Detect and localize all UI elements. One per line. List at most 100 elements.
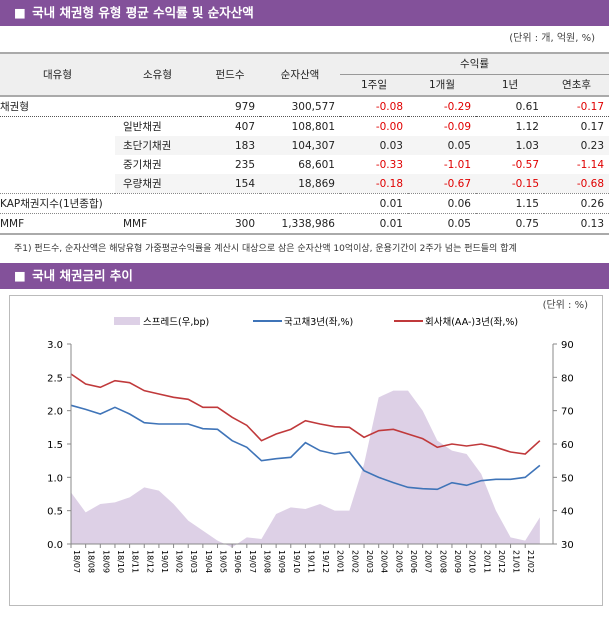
right-tick-label: 30 xyxy=(561,540,574,551)
col-returns: 수익률 xyxy=(340,53,609,75)
x-tick-label: 19/12 xyxy=(321,550,330,573)
cell-funds: 235 xyxy=(234,158,255,171)
cell-minor xyxy=(115,96,200,117)
cell-major: MMF xyxy=(0,217,25,230)
left-tick-label: 0.5 xyxy=(47,507,63,518)
x-tick-label: 20/03 xyxy=(365,550,374,573)
cell-funds: 407 xyxy=(234,120,255,133)
col-ytd: 연초후 xyxy=(544,74,609,96)
cell-m1: -0.29 xyxy=(443,100,471,113)
cell-w1: -0.00 xyxy=(375,120,403,133)
table-row: 초단기채권 183 104,307 0.03 0.05 1.03 0.23 xyxy=(0,136,609,155)
cell-assets: 68,601 xyxy=(298,158,335,171)
x-tick-label: 19/05 xyxy=(219,550,228,573)
cell-ytd: 0.26 xyxy=(580,197,605,210)
cell-y1: 1.12 xyxy=(515,120,539,133)
cell-m1: 0.05 xyxy=(408,136,476,155)
x-tick-label: 18/08 xyxy=(87,550,96,573)
cell-w1: -0.33 xyxy=(375,158,403,171)
cell-assets xyxy=(260,194,340,214)
cell-funds: 183 xyxy=(200,136,260,155)
x-tick-label: 20/11 xyxy=(482,550,491,573)
cell-ytd: -0.17 xyxy=(576,100,605,113)
x-tick-label: 20/10 xyxy=(468,550,477,573)
col-major: 대유형 xyxy=(0,53,115,96)
cell-ytd: 0.13 xyxy=(580,217,605,230)
legend-swatch-spread xyxy=(114,317,140,325)
cell-ytd: 0.23 xyxy=(544,136,609,155)
cell-assets: 18,869 xyxy=(260,174,340,194)
cell-ytd: -1.14 xyxy=(576,158,605,171)
rates-chart: (단위 : %) 스프레드(우,bp) 국고채3년(좌,%) 회사채(AA-)3… xyxy=(9,295,603,606)
col-minor: 소유형 xyxy=(115,53,200,96)
x-tick-label: 21/01 xyxy=(512,550,521,573)
right-tick-label: 40 xyxy=(561,507,574,518)
legend-spread: 스프레드(우,bp) xyxy=(143,317,209,328)
left-tick-label: 1.5 xyxy=(47,440,63,451)
x-tick-label: 19/02 xyxy=(175,550,184,573)
left-tick-label: 2.0 xyxy=(47,407,63,418)
left-tick-label: 3.0 xyxy=(47,340,63,351)
cell-funds: 154 xyxy=(200,174,260,194)
govt-3y-line xyxy=(70,404,541,491)
cell-w1: 0.03 xyxy=(340,136,408,155)
x-tick-label: 19/04 xyxy=(204,550,213,573)
cell-major: 채권형 xyxy=(0,100,29,113)
right-tick-label: 50 xyxy=(561,473,574,484)
cell-minor: MMF xyxy=(123,217,148,230)
cell-m1: -1.01 xyxy=(443,158,471,171)
footnote: 주1) 펀드수, 순자산액은 해당유형 가중평균수익률을 계산시 대상으로 삼은… xyxy=(14,244,517,254)
cell-funds: 979 xyxy=(234,100,255,113)
cell-major xyxy=(0,117,115,137)
section-header-returns: ■ 국내 채권형 유형 평균 수익률 및 순자산액 xyxy=(0,0,609,26)
x-tick-label: 20/05 xyxy=(394,550,403,573)
table-row: 중기채권 235 68,601 -0.33 -1.01 -0.57 -1.14 xyxy=(0,155,609,174)
x-tick-label: 21/02 xyxy=(526,550,535,573)
cell-major xyxy=(0,174,115,194)
cell-y1: 1.03 xyxy=(476,136,544,155)
x-tick-label: 18/10 xyxy=(116,550,125,573)
table-row: MMF MMF 300 1,338,986 0.01 0.05 0.75 0.13 xyxy=(0,214,609,234)
cell-m1: -0.09 xyxy=(443,120,471,133)
left-tick-label: 1.0 xyxy=(47,473,63,484)
col-1y: 1년 xyxy=(476,74,544,96)
cell-ytd: 0.17 xyxy=(580,120,605,133)
x-tick-label: 19/03 xyxy=(189,550,198,573)
cell-major xyxy=(0,155,115,174)
section-header-rates: ■ 국내 채권금리 추이 xyxy=(0,263,609,289)
cell-m1: 0.06 xyxy=(447,197,471,210)
x-tick-label: 20/09 xyxy=(453,550,462,573)
table-row: 일반채권 407 108,801 -0.00 -0.09 1.12 0.17 xyxy=(0,117,609,137)
legend-corp: 회사채(AA-)3년(좌,%) xyxy=(425,317,518,328)
col-assets: 순자산액 xyxy=(260,53,340,96)
cell-major: KAP채권지수(1년종합) xyxy=(0,197,103,210)
cell-assets: 1,338,986 xyxy=(281,217,335,230)
cell-w1: -0.08 xyxy=(375,100,403,113)
unit-label: (단위 : 개, 억원, %) xyxy=(509,33,595,44)
cell-y1: -0.57 xyxy=(511,158,539,171)
left-tick-label: 0.0 xyxy=(47,540,63,551)
cell-w1: 0.01 xyxy=(379,217,403,230)
right-tick-label: 80 xyxy=(561,373,574,384)
chart-unit: (단위 : %) xyxy=(543,298,589,311)
table-row: 우량채권 154 18,869 -0.18 -0.67 -0.15 -0.68 xyxy=(0,174,609,194)
cell-ytd: -0.68 xyxy=(544,174,609,194)
x-tick-label: 20/06 xyxy=(409,550,418,573)
cell-w1: -0.18 xyxy=(340,174,408,194)
left-tick-label: 2.5 xyxy=(47,373,63,384)
legend-govt: 국고채3년(좌,%) xyxy=(284,317,353,328)
cell-major xyxy=(0,136,115,155)
cell-funds xyxy=(200,194,260,214)
cell-w1: 0.01 xyxy=(379,197,403,210)
table-row: KAP채권지수(1년종합) 0.01 0.06 1.15 0.26 xyxy=(0,194,609,214)
col-funds: 펀드수 xyxy=(200,53,260,96)
right-tick-label: 60 xyxy=(561,440,574,451)
cell-minor: 일반채권 xyxy=(123,120,162,133)
corp-aa-3y-line xyxy=(70,373,541,455)
x-tick-label: 18/07 xyxy=(72,550,81,573)
cell-funds: 300 xyxy=(234,217,255,230)
cell-minor: 초단기채권 xyxy=(115,136,200,155)
cell-m1: 0.05 xyxy=(447,217,471,230)
x-tick-label: 20/08 xyxy=(438,550,447,573)
x-tick-label: 20/04 xyxy=(380,550,389,573)
